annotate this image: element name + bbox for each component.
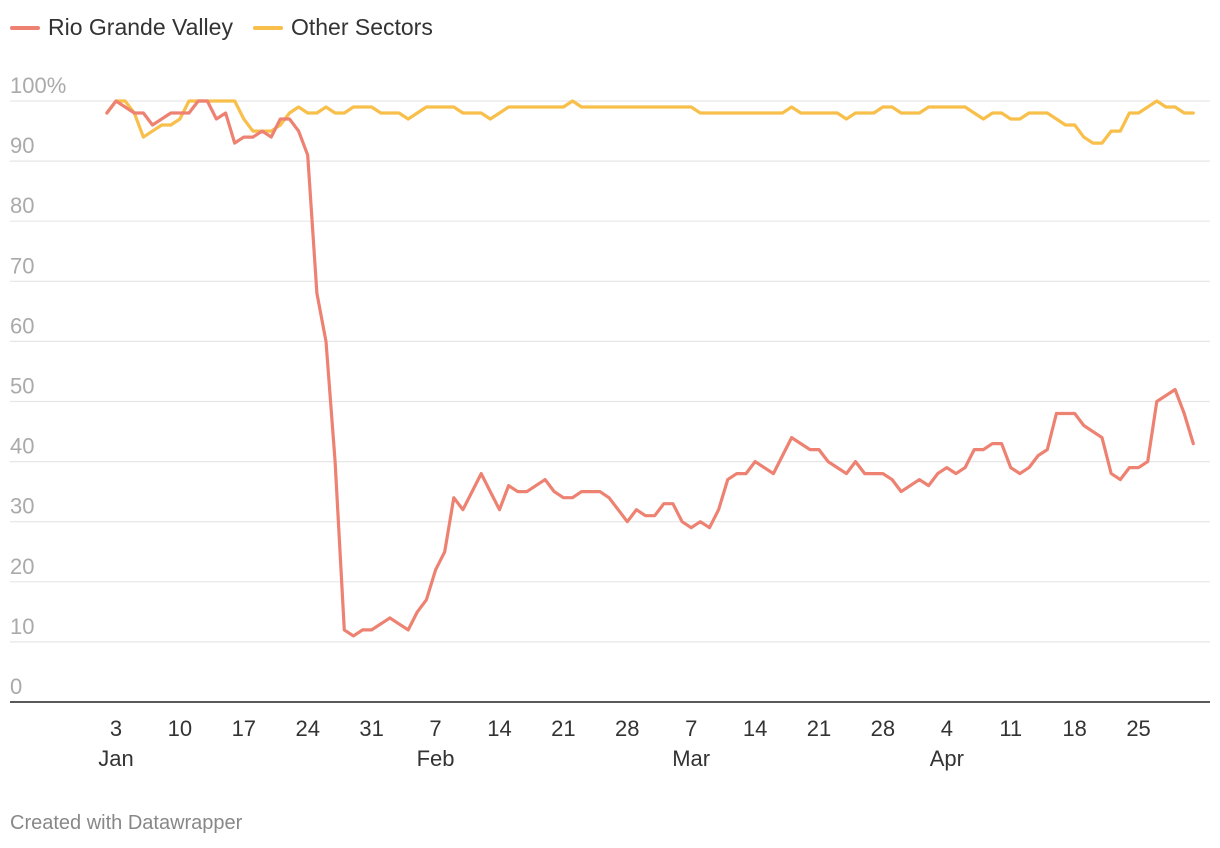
series-lines [105, 99, 1195, 638]
x-tick-month-mar: Mar [672, 746, 710, 771]
y-axis-tick-labels: 100% 90 80 70 60 50 40 30 20 10 0 [10, 73, 66, 699]
legend-label-rgv: Rio Grande Valley [48, 14, 233, 40]
legend-item-rgv: Rio Grande Valley [10, 14, 233, 41]
x-tick-label-8: 28 [615, 716, 639, 741]
x-tick-label-10: 14 [743, 716, 767, 741]
series-line-other-sectors [105, 99, 1195, 145]
legend-swatch-other [252, 25, 283, 30]
y-tick-label-50: 50 [10, 374, 34, 399]
x-tick-label-4: 31 [359, 716, 383, 741]
y-tick-label-80: 80 [10, 193, 34, 218]
legend-label-other: Other Sectors [290, 14, 433, 40]
x-tick-label-14: 11 [999, 716, 1022, 741]
x-tick-label-2: 17 [232, 716, 256, 741]
x-tick-month-feb: Feb [417, 746, 455, 771]
x-tick-month-apr: Apr [930, 746, 964, 771]
x-tick-label-16: 25 [1126, 716, 1150, 741]
x-axis-tick-labels: 3 Jan 10 17 24 31 7 Feb 14 21 28 7 Mar 14 21 28 4 Apr 11 18… [98, 716, 1151, 771]
x-tick-label-13: 4 [941, 716, 953, 741]
x-tick-label-0: 3 [110, 716, 122, 741]
x-tick-label-11: 21 [807, 716, 831, 741]
gridlines [10, 100, 1210, 643]
x-tick-label-12: 28 [871, 716, 895, 741]
y-tick-label-20: 20 [10, 554, 34, 579]
y-tick-label-10: 10 [10, 614, 34, 639]
y-tick-label-30: 30 [10, 494, 34, 519]
y-tick-label-40: 40 [10, 434, 34, 459]
x-tick-label-5: 7 [429, 716, 441, 741]
x-tick-label-15: 18 [1062, 716, 1086, 741]
y-tick-label-70: 70 [10, 253, 34, 278]
legend-item-other: Other Sectors [252, 14, 433, 41]
credit-text: Created with Datawrapper [10, 812, 243, 834]
legend: Rio Grande Valley Other Sectors [10, 14, 453, 41]
x-tick-label-1: 10 [168, 716, 192, 741]
x-tick-label-3: 24 [295, 716, 319, 741]
x-tick-label-7: 21 [551, 716, 575, 741]
x-tick-month-jan: Jan [98, 746, 133, 771]
x-tick-label-9: 7 [685, 716, 697, 741]
x-tick-label-6: 14 [487, 716, 511, 741]
y-tick-label-100: 100% [10, 73, 66, 98]
y-tick-label-0: 0 [10, 674, 22, 699]
y-tick-label-60: 60 [10, 313, 34, 338]
y-tick-label-90: 90 [10, 133, 34, 158]
series-line-rio-grande-valley [105, 99, 1195, 638]
legend-swatch-rgv [10, 25, 40, 30]
